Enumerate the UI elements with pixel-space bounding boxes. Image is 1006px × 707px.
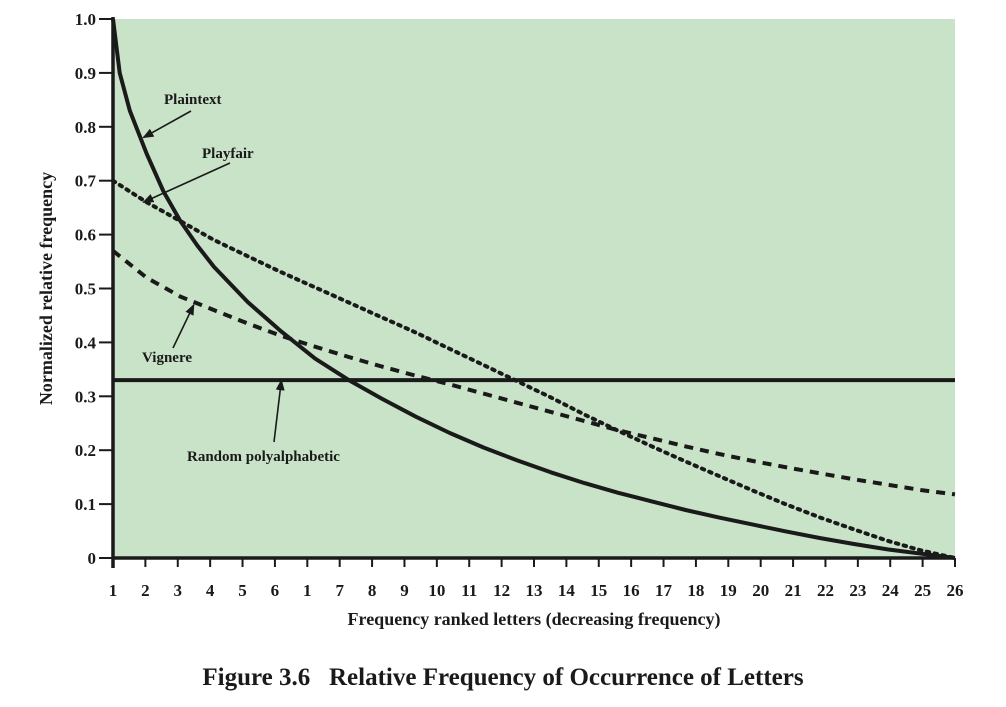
series-line-playfair [111, 178, 957, 560]
x-tick-label: 7 [335, 581, 344, 600]
y-tick-label: 0 [88, 549, 97, 568]
x-tick-label: 13 [526, 581, 543, 600]
x-tick-label: 21 [785, 581, 802, 600]
x-tick-label: 16 [623, 581, 640, 600]
x-tick-label: 2 [141, 581, 150, 600]
x-tick-label: 25 [914, 581, 931, 600]
x-tick-label: 26 [947, 581, 964, 600]
plot-area [113, 19, 955, 558]
x-tick-label: 22 [817, 581, 834, 600]
x-tick-label: 19 [720, 581, 737, 600]
x-tick-label: 11 [461, 581, 477, 600]
x-tick-label: 4 [206, 581, 215, 600]
series-line-plaintext [111, 18, 956, 560]
x-tick-label: 12 [493, 581, 510, 600]
x-tick-label: 3 [174, 581, 183, 600]
figure-caption: Figure 3.6 Relative Frequency of Occurre… [202, 664, 804, 691]
y-tick-label: 0.7 [75, 172, 97, 191]
y-tick-label: 0.6 [75, 226, 96, 245]
annotation-vignere: Vignere [142, 350, 192, 366]
x-tick-label: 23 [849, 581, 866, 600]
x-tick-label: 8 [368, 581, 377, 600]
x-axis-title: Frequency ranked letters (decreasing fre… [348, 609, 721, 630]
x-tick-label: 6 [271, 581, 280, 600]
y-tick-label: 1.0 [75, 10, 96, 29]
series-layer [111, 18, 957, 560]
annotation-random-polyalphabetic: Random polyalphabetic [187, 449, 340, 465]
annotation-arrow [142, 110, 192, 139]
axes: 00.10.20.30.40.50.60.70.80.91.01 2 3 4 5 6 1 7 8… [75, 10, 964, 600]
annotation-plaintext: Plaintext [164, 92, 222, 108]
x-tick-label: 14 [558, 581, 576, 600]
y-tick-label: 0.2 [75, 441, 96, 460]
annotation-layer: Plaintext Playfair Vignere Random polyalpha… [142, 92, 340, 465]
x-tick-label: 20 [752, 581, 769, 600]
annotation-arrow [172, 303, 195, 349]
y-tick-label: 0.1 [75, 495, 96, 514]
y-tick-label: 0.9 [75, 64, 96, 83]
annotation-arrow [273, 379, 285, 443]
x-tick-label: 15 [590, 581, 607, 600]
y-tick-label: 0.3 [75, 387, 96, 406]
annotation-playfair: Playfair [202, 146, 254, 162]
x-tick-label: 17 [655, 581, 673, 600]
y-axis-title: Normalized relative frequency [36, 172, 56, 405]
y-tick-label: 0.8 [75, 118, 96, 137]
x-tick-label: 1 [109, 581, 118, 600]
x-tick-label: 24 [882, 581, 900, 600]
y-tick-label: 0.4 [75, 333, 97, 352]
x-tick-label: 10 [428, 581, 445, 600]
series-line-vignere [111, 249, 956, 497]
x-tick-label: 1 [303, 581, 312, 600]
x-tick-label: 18 [687, 581, 704, 600]
x-tick-label: 9 [400, 581, 409, 600]
annotation-arrow [142, 162, 231, 203]
x-tick-label: 5 [238, 581, 247, 600]
y-tick-label: 0.5 [75, 280, 96, 299]
